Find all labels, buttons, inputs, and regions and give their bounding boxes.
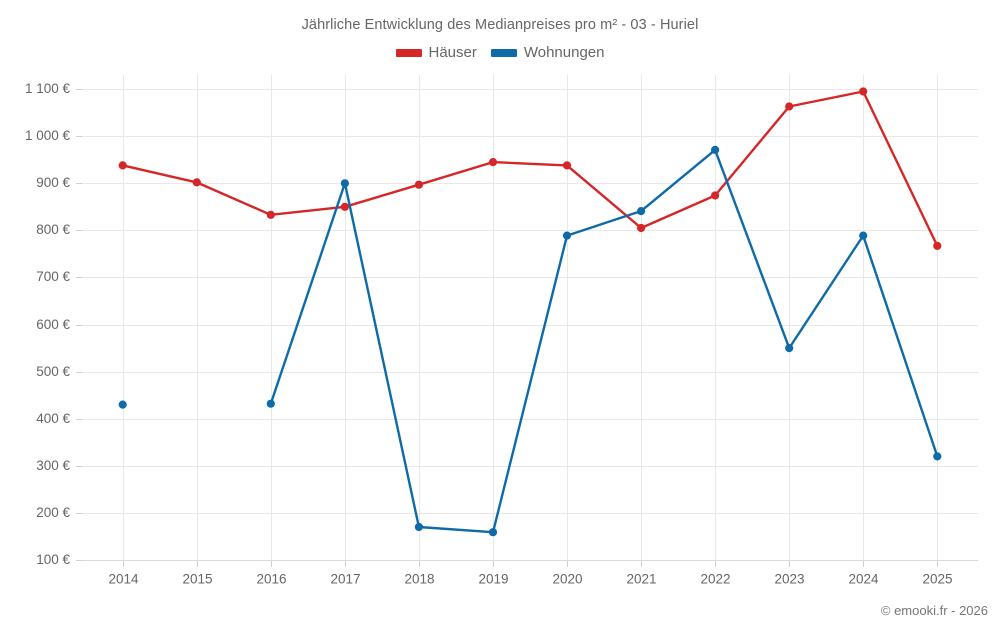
y-axis-tick-label: 500 €: [36, 364, 70, 379]
data-point-wohnungen-2022[interactable]: [711, 145, 720, 154]
data-point-häuser-2019[interactable]: [488, 158, 498, 167]
x-axis-tick-label: 2023: [774, 572, 804, 587]
series-line-häuser: [121, 90, 939, 248]
data-point-häuser-2016[interactable]: [266, 210, 275, 219]
data-point-wohnungen-2021[interactable]: [637, 207, 646, 216]
y-axis-tick-label: 1 100 €: [25, 81, 71, 96]
data-point-wohnungen-2017[interactable]: [340, 179, 349, 188]
x-axis-tick-label: 2015: [182, 572, 212, 587]
data-point-wohnungen-2025[interactable]: [933, 452, 942, 461]
data-point-wohnungen-2023[interactable]: [785, 344, 794, 353]
data-point-häuser-2014[interactable]: [118, 161, 127, 170]
data-point-häuser-2018[interactable]: [414, 180, 423, 189]
x-axis-tick-label: 2018: [404, 572, 434, 587]
legend-label-wohnungen: Wohnungen: [523, 44, 605, 61]
data-point-häuser-2021[interactable]: [637, 223, 646, 233]
footer-credit: © emooki.fr - 2026: [880, 603, 988, 618]
x-axis-tick-label: 2022: [700, 572, 730, 587]
data-point-häuser-2023[interactable]: [785, 102, 794, 111]
y-axis-tick-label: 700 €: [36, 269, 70, 284]
data-point-häuser-2015[interactable]: [192, 178, 201, 187]
y-axis-tick-label: 800 €: [36, 222, 70, 237]
chart-title: Jährliche Entwicklung des Medianpreises …: [301, 17, 699, 33]
data-point-häuser-2022[interactable]: [711, 191, 720, 200]
x-axis-tick-label: 2014: [108, 572, 139, 587]
y-axis-tick-label: 600 €: [36, 317, 70, 332]
x-axis-tick-label: 2024: [848, 572, 879, 587]
legend-label-hauser: Häuser: [428, 44, 477, 61]
data-point-wohnungen-2014[interactable]: [118, 400, 127, 409]
data-point-häuser-2020[interactable]: [562, 161, 572, 170]
y-axis-tick-label: 1 000 €: [25, 128, 71, 143]
series-line-wohnungen: [269, 148, 939, 534]
data-point-wohnungen-2018[interactable]: [414, 522, 423, 532]
x-axis-tick-label: 2019: [478, 572, 508, 587]
chart-legend: Häuser Wohnungen: [0, 44, 1000, 61]
y-axis-tick-label: 900 €: [36, 175, 70, 190]
y-axis-tick-label: 400 €: [36, 411, 70, 426]
data-point-wohnungen-2019[interactable]: [488, 528, 498, 537]
data-point-wohnungen-2016[interactable]: [266, 399, 275, 408]
legend-item-wohnungen[interactable]: Wohnungen: [490, 44, 605, 61]
data-point-wohnungen-2024[interactable]: [859, 231, 868, 240]
legend-swatch-wohnungen: [490, 48, 517, 57]
x-axis-tick-label: 2021: [626, 572, 656, 587]
x-axis-tick-label: 2020: [552, 572, 582, 587]
x-axis-tick-label: 2016: [256, 572, 286, 587]
data-point-häuser-2024[interactable]: [859, 87, 868, 96]
y-axis-tick-label: 200 €: [36, 505, 70, 520]
y-axis-tick-label: 100 €: [36, 552, 70, 567]
x-axis-tick-label: 2017: [330, 572, 360, 587]
legend-item-hauser[interactable]: Häuser: [395, 44, 477, 61]
data-point-häuser-2025[interactable]: [933, 241, 942, 250]
x-axis-tick-label: 2025: [922, 572, 952, 587]
legend-swatch-hauser: [395, 48, 422, 57]
y-axis-tick-label: 300 €: [36, 458, 70, 473]
data-point-häuser-2017[interactable]: [340, 202, 349, 211]
data-point-wohnungen-2020[interactable]: [562, 231, 572, 240]
